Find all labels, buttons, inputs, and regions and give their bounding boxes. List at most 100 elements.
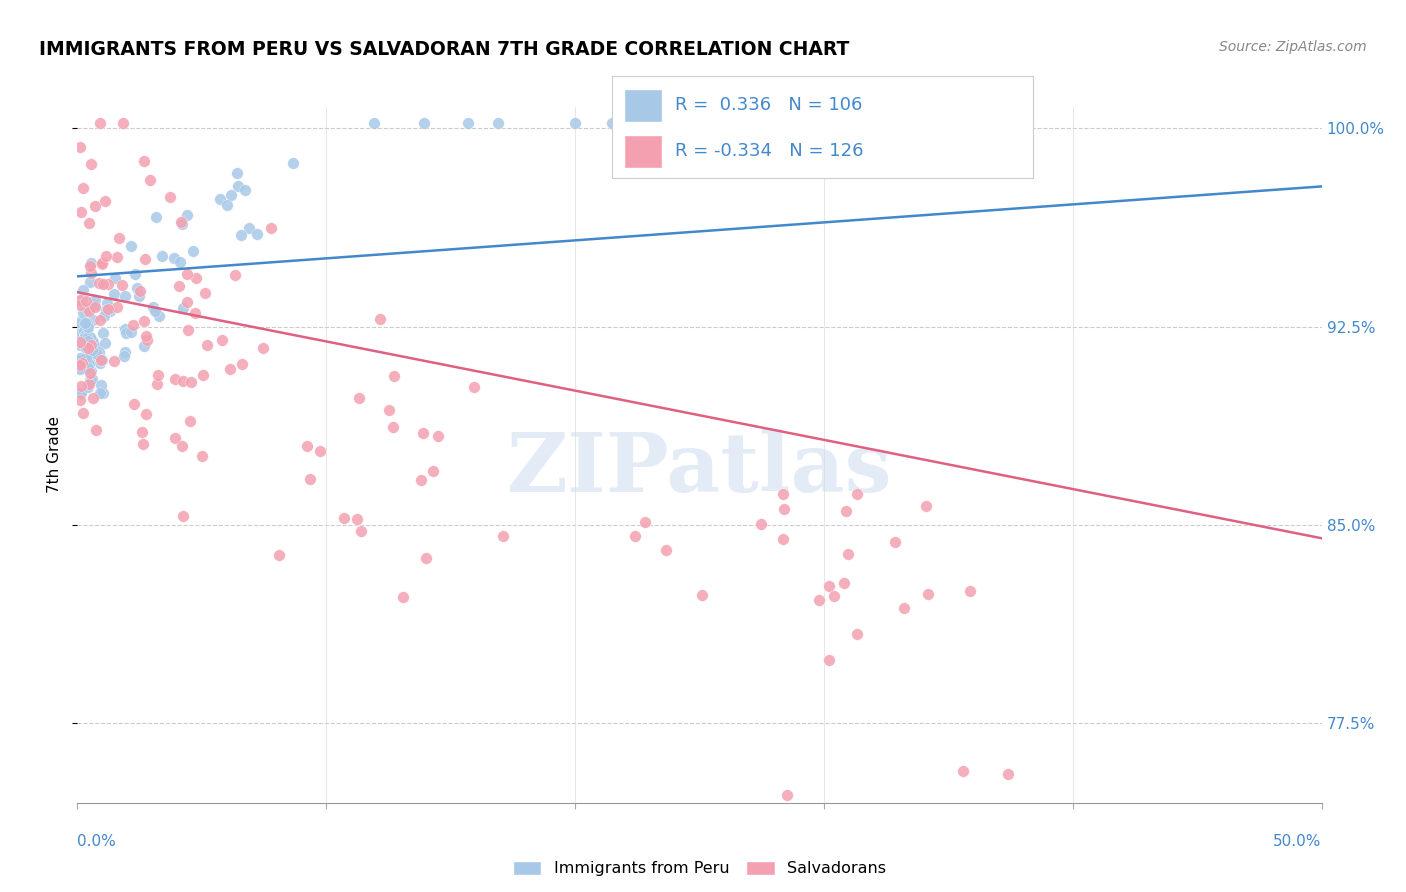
Point — [392, 590, 415, 604]
Point — [229, 228, 252, 243]
Point — [179, 414, 201, 428]
Point — [70, 293, 93, 308]
Point — [82, 391, 104, 405]
Point — [219, 361, 242, 376]
Point — [108, 231, 131, 245]
Point — [139, 172, 162, 186]
Point — [96, 249, 118, 263]
Point — [89, 116, 111, 130]
Point — [69, 326, 91, 340]
Point — [69, 293, 91, 308]
Point — [80, 372, 103, 386]
Point — [169, 215, 191, 229]
Point — [170, 439, 193, 453]
Point — [84, 199, 107, 213]
Point — [96, 303, 118, 318]
Point — [69, 351, 91, 366]
Point — [624, 529, 647, 543]
Point — [195, 338, 218, 352]
Point — [112, 116, 135, 130]
Point — [72, 180, 94, 194]
Point — [111, 278, 134, 293]
Point — [686, 116, 709, 130]
Point — [246, 227, 269, 241]
Point — [132, 437, 155, 451]
Point — [834, 575, 856, 590]
Point — [114, 349, 136, 363]
Point — [69, 354, 91, 368]
Point — [959, 583, 981, 598]
Point — [77, 361, 100, 376]
Point — [184, 270, 207, 285]
Point — [634, 515, 657, 529]
Point — [82, 343, 104, 357]
Point — [82, 313, 104, 327]
Bar — [624, 89, 662, 122]
Point — [104, 270, 127, 285]
Point — [90, 353, 112, 368]
Point — [283, 156, 305, 170]
Point — [73, 327, 96, 342]
Point — [412, 425, 434, 440]
Point — [84, 293, 107, 307]
Point — [333, 511, 356, 525]
Point — [172, 301, 194, 315]
Point — [233, 183, 256, 197]
Point — [193, 368, 215, 383]
Point — [76, 331, 98, 345]
Point — [690, 588, 713, 602]
Point — [150, 249, 173, 263]
Point — [124, 268, 146, 282]
Point — [749, 516, 772, 531]
Point — [347, 391, 370, 405]
Point — [72, 406, 94, 420]
Point — [105, 250, 128, 264]
Point — [77, 377, 100, 392]
Point — [83, 298, 105, 312]
Point — [426, 429, 449, 443]
Point — [70, 205, 93, 219]
Point — [97, 301, 120, 316]
Point — [80, 333, 103, 347]
Point — [122, 318, 145, 333]
Point — [79, 266, 101, 280]
Point — [893, 601, 915, 615]
Point — [90, 377, 112, 392]
Point — [79, 301, 101, 316]
Point — [226, 166, 249, 180]
Point — [411, 473, 433, 487]
Point — [77, 336, 100, 351]
Y-axis label: 7th Grade: 7th Grade — [46, 417, 62, 493]
Point — [80, 363, 103, 377]
Point — [491, 528, 513, 542]
Point — [135, 328, 157, 343]
Point — [600, 116, 623, 130]
Point — [70, 355, 93, 369]
Point — [84, 300, 107, 314]
Point — [80, 157, 103, 171]
Point — [823, 590, 845, 604]
Point — [132, 339, 155, 353]
Point — [93, 310, 115, 324]
Point — [486, 116, 509, 130]
Point — [75, 341, 97, 355]
Point — [915, 499, 938, 513]
Point — [457, 116, 479, 130]
Point — [146, 377, 169, 392]
Point — [143, 303, 166, 318]
Point — [350, 524, 373, 539]
Point — [89, 385, 111, 400]
Point — [169, 279, 191, 293]
Point — [134, 314, 156, 328]
Point — [413, 116, 436, 130]
Point — [655, 542, 678, 557]
Point — [79, 330, 101, 344]
Text: IMMIGRANTS FROM PERU VS SALVADORAN 7TH GRADE CORRELATION CHART: IMMIGRANTS FROM PERU VS SALVADORAN 7TH G… — [39, 40, 849, 59]
Point — [70, 385, 93, 400]
Point — [463, 379, 485, 393]
Point — [689, 116, 711, 130]
Point — [176, 207, 198, 221]
Point — [190, 449, 212, 463]
Point — [94, 336, 117, 351]
Point — [115, 326, 138, 340]
